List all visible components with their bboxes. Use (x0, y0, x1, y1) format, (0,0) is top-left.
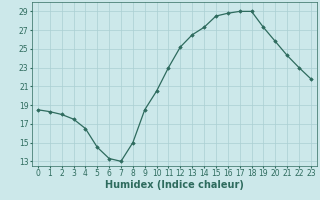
X-axis label: Humidex (Indice chaleur): Humidex (Indice chaleur) (105, 180, 244, 190)
